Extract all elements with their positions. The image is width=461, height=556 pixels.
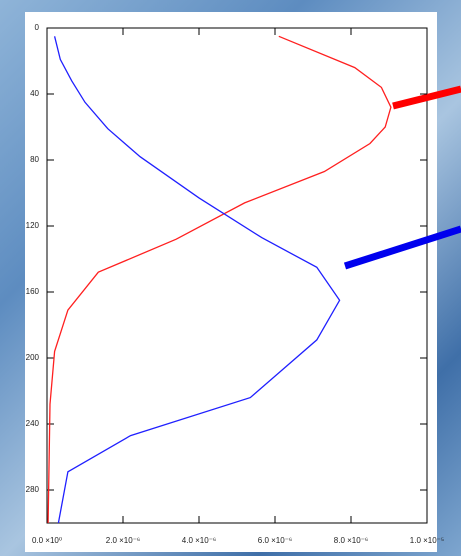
y-tick-label: 280 xyxy=(26,485,40,494)
y-tick-label: 0 xyxy=(35,23,40,32)
panel xyxy=(25,12,437,552)
x-tick-label: 6.0 ×10⁻⁶ xyxy=(258,536,292,545)
x-tick-label: 2.0 ×10⁻⁶ xyxy=(106,536,140,545)
y-tick-label: 200 xyxy=(26,353,40,362)
x-tick-label: 4.0 ×10⁻⁶ xyxy=(182,536,216,545)
y-tick-label: 40 xyxy=(30,89,39,98)
y-tick-label: 160 xyxy=(26,287,40,296)
y-tick-label: 120 xyxy=(26,221,40,230)
y-tick-label: 240 xyxy=(26,419,40,428)
chart: 0.0 ×10⁰ 2.0 ×10⁻⁶ 4.0 ×10⁻⁶ 6.0 ×10⁻⁶ 8.0 ×… xyxy=(0,0,461,556)
x-tick-label: 1.0 ×10⁻⁵ xyxy=(410,536,444,545)
page: {"chart_data": {"type": "line", "series"… xyxy=(0,0,461,556)
y-tick-label: 80 xyxy=(30,155,39,164)
x-tick-label: 8.0 ×10⁻⁶ xyxy=(334,536,368,545)
x-tick-label: 0.0 ×10⁰ xyxy=(32,536,62,545)
